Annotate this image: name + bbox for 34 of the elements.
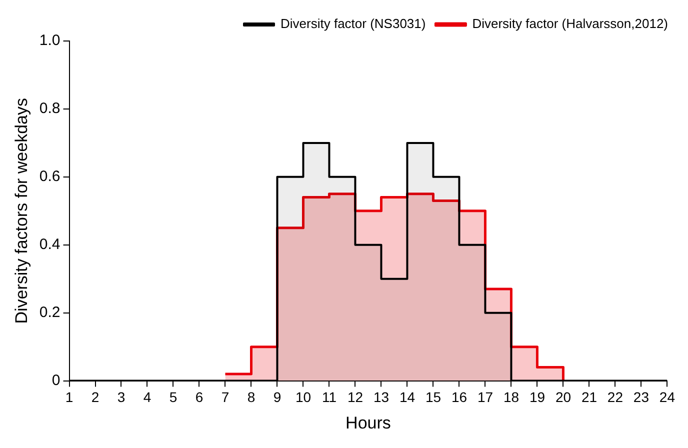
x-tick-label: 22: [607, 389, 624, 406]
x-tick-label: 4: [143, 389, 152, 406]
y-axis-title: Diversity factors for weekdays: [12, 98, 31, 324]
y-tick-label: 0: [52, 372, 60, 389]
legend-label: Diversity factor (Halvarsson,2012): [472, 16, 668, 32]
x-tick-label: 20: [555, 389, 572, 406]
y-tick-label: 0.4: [39, 236, 60, 254]
x-tick-label: 18: [503, 389, 520, 406]
x-tick-label: 16: [451, 389, 468, 406]
y-tick-label: 1.0: [39, 32, 60, 50]
x-tick-label: 12: [347, 389, 364, 406]
x-tick-label: 21: [581, 389, 598, 406]
y-tick-label: 0.8: [39, 100, 60, 118]
y-tick-label: 0.2: [39, 304, 60, 321]
x-tick-label: 13: [373, 389, 390, 406]
x-tick-label: 5: [169, 389, 178, 406]
x-tick-label: 19: [529, 389, 546, 406]
x-tick-label: 11: [322, 389, 337, 406]
x-tick-label: 1: [65, 389, 74, 406]
x-tick-label: 14: [399, 389, 416, 406]
x-tick-label: 2: [91, 389, 100, 406]
x-tick-label: 8: [247, 389, 256, 406]
x-tick-label: 23: [633, 389, 650, 406]
x-tick-label: 24: [659, 389, 676, 406]
y-tick-label: 0.6: [39, 168, 60, 186]
x-tick-label: 3: [117, 389, 126, 406]
x-tick-label: 6: [195, 389, 204, 406]
x-axis-title: Hours: [346, 413, 391, 432]
legend-label: Diversity factor (NS3031): [280, 16, 426, 32]
x-tick-label: 10: [295, 389, 312, 406]
x-tick-label: 9: [273, 389, 282, 406]
x-tick-label: 7: [221, 389, 230, 406]
x-tick-label: 15: [425, 389, 442, 406]
x-tick-label: 17: [477, 389, 494, 406]
